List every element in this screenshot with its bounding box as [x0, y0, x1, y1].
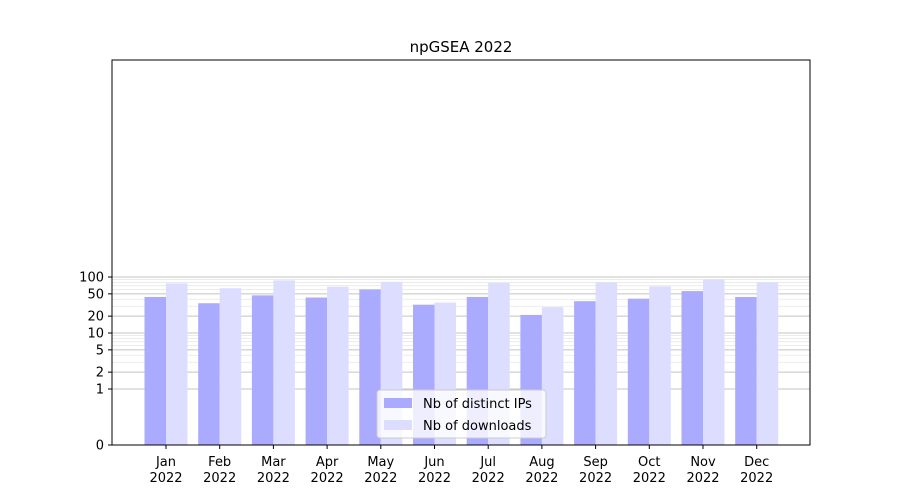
plot-frame	[111, 59, 811, 446]
y-tick-label: 10	[87, 327, 104, 342]
bar-distinct-ips-nov	[681, 291, 703, 445]
chart-title: npGSEA 2022	[410, 38, 513, 56]
x-tick-label-month: Jan	[155, 455, 176, 470]
bar-downloads-apr	[327, 286, 349, 445]
x-tick-label-month: Mar	[261, 455, 286, 470]
bar-distinct-ips-sep	[574, 301, 596, 445]
x-tick-label-month: Feb	[208, 455, 231, 470]
y-tick-label: 0	[96, 439, 104, 454]
x-tick-label-year: 2022	[364, 471, 397, 486]
bar-downloads-mar	[273, 280, 295, 445]
x-tick-label-month: Oct	[638, 455, 660, 470]
x-tick-label-year: 2022	[257, 471, 290, 486]
x-tick-label-year: 2022	[633, 471, 666, 486]
x-tick-label-year: 2022	[579, 471, 612, 486]
x-tick-label-year: 2022	[472, 471, 505, 486]
legend-swatch-distinct-ips	[384, 398, 412, 408]
x-tick-label-year: 2022	[311, 471, 344, 486]
y-tick-label: 2	[96, 366, 104, 381]
y-tick-label: 20	[87, 310, 104, 325]
x-tick-label-month: Dec	[744, 455, 769, 470]
bar-distinct-ips-feb	[198, 303, 220, 445]
legend-box	[376, 389, 547, 439]
x-tick-label-year: 2022	[525, 471, 558, 486]
x-tick-label-month: Nov	[690, 455, 716, 470]
y-tick-label: 5	[96, 343, 104, 358]
x-tick-label-month: Aug	[529, 455, 554, 470]
x-tick-label-month: Apr	[316, 455, 339, 470]
x-tick-label-year: 2022	[203, 471, 236, 486]
x-tick-label-year: 2022	[149, 471, 182, 486]
y-tick-label: 1	[96, 383, 104, 398]
legend-swatch-downloads	[384, 420, 412, 430]
bar-distinct-ips-apr	[305, 297, 328, 445]
x-axis: Jan2022Feb2022Mar2022Apr2022May2022Jun20…	[149, 445, 773, 486]
bar-downloads-nov	[703, 279, 725, 445]
bar-downloads-feb	[219, 288, 242, 445]
bar-distinct-ips-jan	[144, 296, 166, 445]
bar-distinct-ips-oct	[627, 298, 650, 445]
y-tick-label: 50	[87, 287, 104, 302]
bar-downloads-sep	[595, 282, 618, 445]
x-tick-label-month: Jul	[479, 455, 496, 470]
x-tick-label-month: Sep	[583, 455, 608, 470]
x-tick-label-year: 2022	[686, 471, 719, 486]
legend: Nb of distinct IPs Nb of downloads	[376, 389, 547, 439]
bar-distinct-ips-dec	[735, 296, 757, 445]
y-tick-label: 100	[79, 271, 104, 286]
bar-distinct-ips-may	[359, 289, 381, 445]
bar-downloads-jan	[166, 283, 188, 445]
bar-downloads-aug	[541, 307, 564, 445]
x-tick-label-month: Jun	[423, 455, 444, 470]
bar-downloads-dec	[756, 282, 779, 445]
bar-distinct-ips-mar	[251, 295, 274, 445]
bar-downloads-oct	[649, 286, 671, 445]
x-tick-label-month: May	[367, 455, 394, 470]
legend-label-downloads: Nb of downloads	[423, 419, 532, 434]
legend-label-distinct-ips: Nb of distinct IPs	[423, 397, 532, 412]
x-tick-label-year: 2022	[418, 471, 451, 486]
x-tick-label-year: 2022	[740, 471, 773, 486]
